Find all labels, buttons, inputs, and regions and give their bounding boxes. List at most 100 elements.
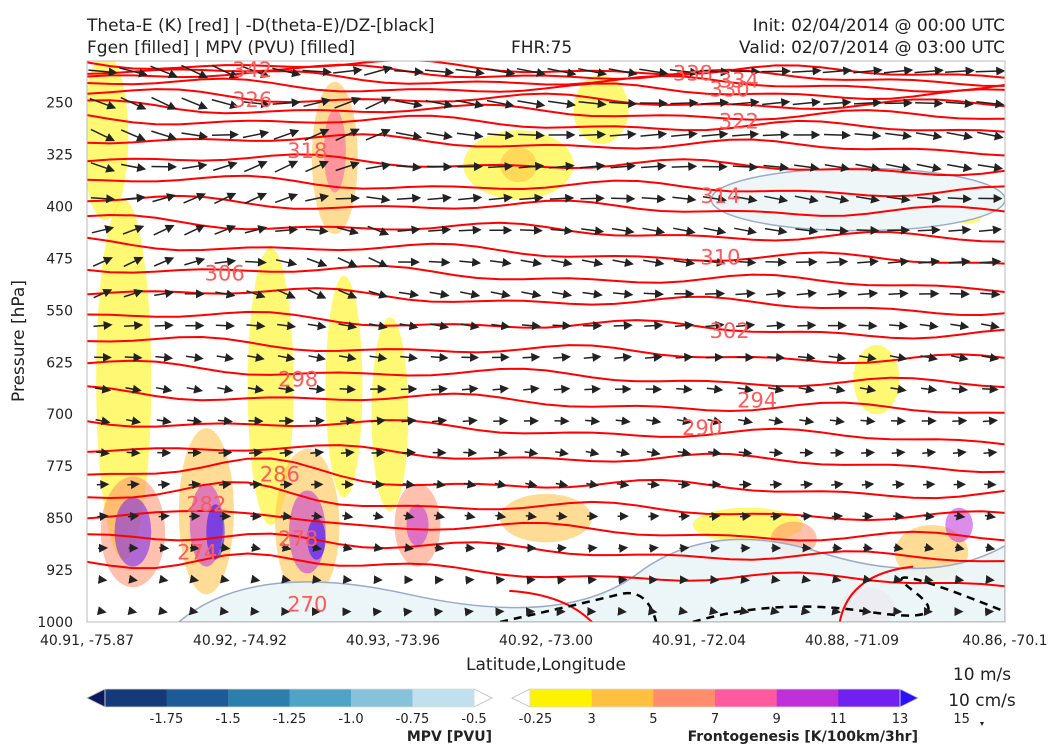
x-tick-label-4: 40.91, -72.04 bbox=[652, 633, 746, 649]
wind-vector bbox=[340, 389, 355, 390]
colorbar-extend-high bbox=[900, 689, 918, 707]
theta-e-label-298: 298 bbox=[278, 368, 318, 392]
vector-key-arrow bbox=[980, 722, 984, 726]
title-line-2: Fgen [filled] | MPV (PVU) [filled] bbox=[87, 38, 355, 58]
y-tick-label-325: 325 bbox=[46, 148, 73, 164]
y-tick-label-850: 850 bbox=[46, 511, 73, 527]
theta-e-label-274: 274 bbox=[177, 541, 217, 565]
colorbar-tick-label: 11 bbox=[830, 712, 847, 727]
colorbar-tick-label: 9 bbox=[773, 712, 781, 727]
wind-vector bbox=[125, 357, 141, 358]
x-tick-label-6: 40.86, -70.1 bbox=[962, 633, 1047, 649]
wind-vector bbox=[159, 516, 169, 517]
wind-vector bbox=[431, 389, 446, 390]
wind-vector bbox=[769, 452, 781, 453]
wind-vector bbox=[834, 611, 840, 612]
wind-vector bbox=[158, 484, 169, 485]
wind-vector bbox=[801, 516, 811, 517]
y-tick-label-400: 400 bbox=[46, 199, 73, 215]
valid-time: Valid: 02/07/2014 @ 03:00 UTC bbox=[739, 38, 1005, 58]
wind-vector bbox=[459, 230, 480, 231]
wind-vector bbox=[467, 611, 473, 612]
wind-vector bbox=[740, 516, 750, 517]
wind-vector bbox=[436, 611, 442, 612]
colorbar-tick-label: -0.75 bbox=[396, 712, 430, 727]
mpv-colorbar-title: MPV [PVU] bbox=[407, 729, 492, 745]
colorbar-swatch bbox=[167, 689, 229, 707]
wind-vector bbox=[861, 452, 873, 453]
y-tick-label-625: 625 bbox=[46, 355, 73, 371]
wind-vector bbox=[553, 325, 571, 326]
wind-vector bbox=[219, 452, 231, 453]
wind-vector bbox=[892, 452, 904, 453]
wind-vector bbox=[765, 262, 785, 263]
title-line-1: Theta-E (K) [red] | -D(theta-E)/DZ-[blac… bbox=[86, 16, 435, 36]
y-tick-label-925: 925 bbox=[46, 563, 73, 579]
colorbar-swatch bbox=[592, 689, 654, 707]
frontogenesis-area bbox=[500, 494, 592, 542]
wind-vector bbox=[249, 452, 261, 453]
wind-vector bbox=[427, 166, 451, 167]
colorbar-extend-low bbox=[87, 689, 105, 707]
wind-vector bbox=[372, 484, 383, 485]
theta-e-label-302: 302 bbox=[710, 319, 750, 343]
wind-vector bbox=[336, 198, 359, 199]
wind-vector bbox=[976, 71, 1004, 72]
wind-vector bbox=[497, 580, 504, 581]
wind-vector bbox=[435, 548, 443, 549]
wind-vector bbox=[161, 611, 167, 612]
colorbar-tick-label: 15 bbox=[953, 712, 970, 727]
colorbar-tick-label: -0.5 bbox=[461, 712, 486, 727]
colorbar-tick-label: 7 bbox=[711, 712, 719, 727]
vector-key-horizontal: 10 m/s bbox=[953, 665, 1011, 685]
y-tick-label-475: 475 bbox=[46, 251, 73, 267]
theta-e-label-278: 278 bbox=[278, 527, 318, 551]
wind-vector bbox=[762, 71, 790, 72]
wind-vector bbox=[558, 580, 565, 581]
wind-vector bbox=[650, 611, 656, 612]
wind-vector bbox=[864, 611, 870, 612]
theta-e-label-318: 318 bbox=[287, 139, 327, 163]
wind-vector bbox=[679, 516, 689, 517]
wind-vector bbox=[523, 357, 539, 358]
wind-vector bbox=[372, 452, 384, 453]
wind-vector bbox=[466, 580, 473, 581]
colorbar-tick-label: 5 bbox=[649, 712, 657, 727]
wind-vector bbox=[557, 548, 565, 549]
colorbar-tick-label: 13 bbox=[892, 712, 909, 727]
wind-vector bbox=[706, 357, 722, 358]
wind-vector bbox=[986, 580, 993, 581]
frontogenesis-area bbox=[372, 317, 409, 511]
wind-vector bbox=[216, 325, 234, 326]
theta-e-label-294: 294 bbox=[737, 388, 777, 412]
colorbar-extend-high bbox=[474, 689, 492, 707]
wind-vector bbox=[644, 293, 663, 294]
wind-vector bbox=[859, 325, 877, 326]
wind-vector bbox=[705, 294, 724, 295]
theta-e-label-338: 338 bbox=[673, 61, 713, 85]
wind-vector bbox=[802, 548, 810, 549]
colorbar-swatch bbox=[290, 689, 352, 707]
frontogenesis-area bbox=[326, 276, 363, 498]
frontogenesis-area bbox=[406, 504, 428, 546]
theta-e-label-270: 270 bbox=[287, 593, 327, 617]
wind-vector bbox=[313, 579, 320, 580]
wind-vector bbox=[885, 103, 912, 104]
wind-vector bbox=[527, 580, 534, 581]
wind-vector bbox=[219, 484, 230, 485]
theta-e-label-290: 290 bbox=[682, 416, 722, 440]
colorbar-swatch bbox=[351, 689, 413, 707]
colorbar-swatch bbox=[653, 689, 715, 707]
forecast-hour: FHR:75 bbox=[511, 38, 572, 58]
mpv-colorbar: -1.75-1.5-1.25-1.0-0.75-0.5-0.25 bbox=[87, 689, 552, 727]
wind-vector bbox=[680, 548, 688, 549]
vector-key-vertical: 10 cm/s bbox=[948, 691, 1016, 711]
wind-vector bbox=[676, 357, 692, 358]
wind-vector bbox=[555, 421, 569, 422]
colorbar-swatch bbox=[530, 689, 592, 707]
wind-vector bbox=[159, 548, 167, 549]
wind-vector bbox=[711, 580, 718, 581]
